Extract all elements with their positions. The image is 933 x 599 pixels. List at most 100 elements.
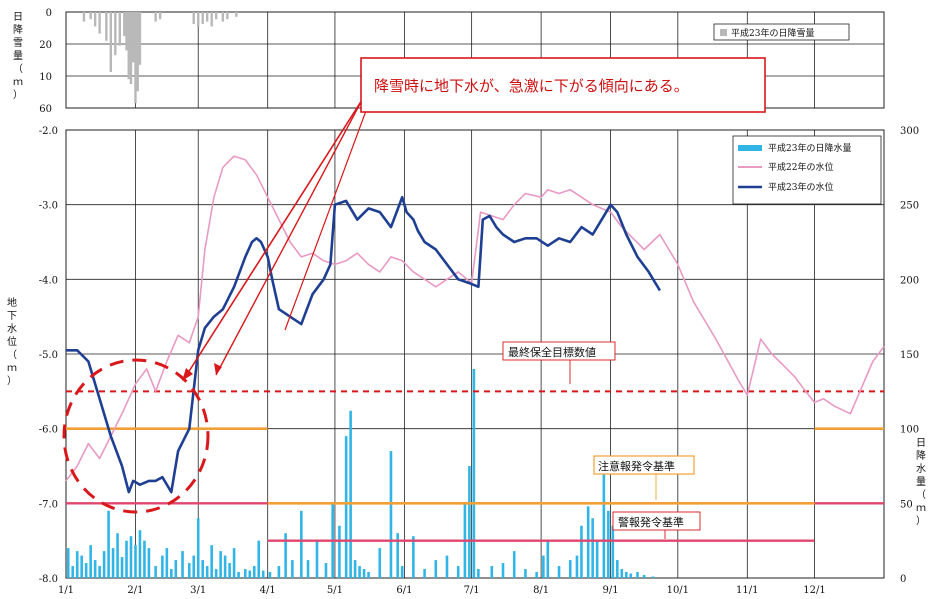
snow-axis-title: 日降雪量（ ｍ）	[13, 12, 23, 101]
snow-bar	[214, 12, 218, 20]
rain-bar	[291, 560, 294, 578]
snow-bar	[118, 12, 121, 46]
x-tick-label: 7/1	[464, 585, 480, 596]
axis-title-char: 地	[7, 296, 17, 309]
line-h22	[65, 155, 885, 482]
x-tick-label: 1/1	[58, 585, 74, 596]
rain-bars	[66, 368, 655, 578]
axis-title-char: （	[7, 349, 17, 361]
y-tick-label: -5.0	[39, 350, 58, 361]
snow-bar	[136, 12, 139, 92]
snow-legend-swatch	[720, 29, 727, 36]
snow-bar	[205, 12, 209, 22]
x-tick-label: 5/1	[327, 585, 343, 596]
rain-bar	[165, 548, 169, 578]
rain-bar	[651, 576, 655, 578]
legend-label-h22: 平成22年の水位	[768, 161, 833, 173]
x-tick-label: 11/1	[736, 585, 758, 596]
main-legend: 平成23年の日降水量 平成22年の水位 平成23年の水位	[732, 135, 882, 205]
rain-bar	[120, 557, 124, 578]
rain-bar	[338, 525, 341, 578]
rain-bar	[192, 555, 196, 578]
snow-bar	[132, 12, 135, 63]
snow-bar	[114, 12, 117, 56]
axis-title-char: 位	[7, 335, 17, 348]
axis-title-char: 水	[916, 463, 926, 475]
snow-bar	[82, 12, 86, 22]
rain-bar	[154, 566, 157, 578]
rain-bar	[75, 551, 79, 578]
rain-bar	[586, 506, 590, 578]
rain-bar	[642, 575, 646, 578]
rain-bar	[219, 551, 222, 578]
rain-bar	[396, 533, 399, 578]
rain-bar	[93, 560, 97, 578]
rain-bar	[257, 540, 261, 578]
rain-bar	[353, 560, 357, 578]
rain-bar	[228, 563, 231, 578]
axis-title-char: （	[916, 489, 926, 501]
snow-tick-label: 0	[46, 8, 52, 19]
rain-bar	[611, 525, 615, 578]
rain-bar	[580, 525, 583, 578]
rain-bar	[232, 548, 236, 578]
y2-tick-label: 250	[900, 201, 919, 212]
rain-bar	[456, 566, 460, 578]
rain-bar	[389, 451, 393, 578]
rain-bar	[170, 569, 173, 578]
y-tick-label: -6.0	[39, 425, 58, 436]
rain-bar	[472, 368, 476, 578]
rain-bar	[174, 560, 178, 578]
rain-bar	[252, 566, 256, 578]
x-tick-label: 9/1	[603, 585, 619, 596]
axis-title-char: ｍ	[13, 77, 23, 88]
rain-bar	[445, 555, 449, 578]
snow-bar	[210, 12, 213, 27]
x-tick-label: 8/1	[533, 585, 549, 596]
rain-bar	[111, 548, 115, 578]
rain-bar	[378, 548, 382, 578]
rain-bar	[181, 551, 184, 578]
rain-bar	[607, 510, 610, 578]
y-tick-label: -2.0	[39, 126, 58, 137]
callout-pointers	[182, 99, 371, 381]
annotation-final-target: 最終保全目標数値	[502, 341, 616, 384]
rain-bar	[277, 566, 281, 578]
rain-bar	[620, 569, 624, 578]
x-tick-label: 6/1	[396, 585, 412, 596]
annotation-caution: 注意報発令基準	[593, 455, 695, 500]
snow-bar	[129, 12, 133, 84]
rain-bar	[434, 560, 438, 578]
rain-bar	[595, 540, 599, 578]
reference-lines	[66, 390, 884, 542]
rain-bar	[89, 545, 92, 578]
annotation-caution-label: 注意報発令基準	[598, 459, 675, 473]
rain-bar	[84, 563, 88, 578]
axis-ticks: 1/1 2/1 3/1 4/1 5/1 6/1 7/1 8/1 9/1 10/1 11/1 12/1 -…	[39, 8, 919, 596]
snow-tick-label: 10	[39, 72, 52, 83]
rain-bar	[134, 545, 137, 578]
rain-bar	[243, 569, 247, 578]
y-tick-label: -8.0	[39, 574, 58, 585]
snow-bar	[89, 12, 92, 20]
snow-legend-label: 平成23年の日降雪量	[731, 27, 814, 39]
y2-tick-label: 200	[900, 275, 919, 286]
snow-bar	[226, 12, 229, 20]
axis-title-char: 量	[916, 476, 926, 488]
rain-bar	[187, 563, 191, 578]
rain-bar	[546, 540, 550, 578]
legend-swatch-rain	[738, 145, 762, 151]
y-tick-label: -4.0	[39, 275, 58, 286]
rain-bar	[102, 551, 106, 578]
snow-bar	[192, 12, 195, 24]
water-level-lines	[65, 155, 885, 494]
rain-bar	[358, 566, 361, 578]
rain-bar	[71, 566, 75, 578]
axis-title-char: （	[13, 63, 23, 75]
rain-bar	[362, 569, 366, 578]
annotation-final-target-label: 最終保全目標数値	[508, 345, 596, 359]
y2-tick-label: 150	[900, 350, 919, 361]
rain-bar	[201, 560, 205, 578]
